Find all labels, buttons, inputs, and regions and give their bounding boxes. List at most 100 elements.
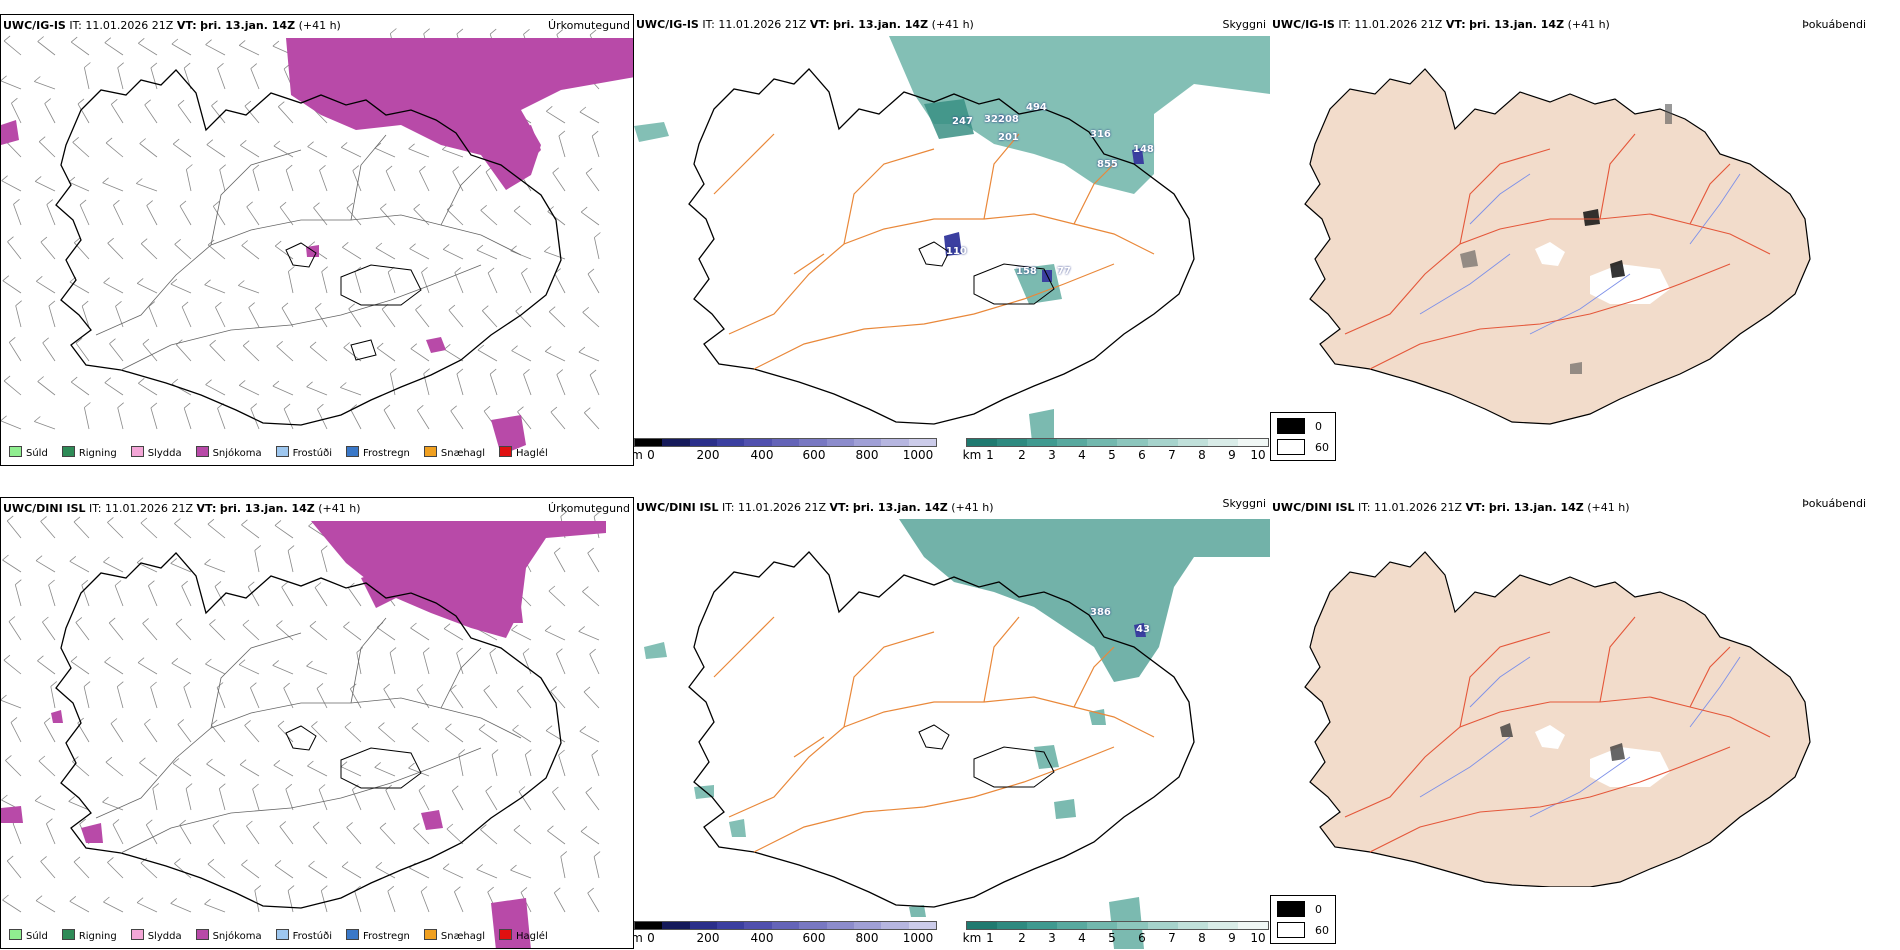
wind-barb xyxy=(442,149,464,158)
legend-item: Frostregn xyxy=(346,929,410,942)
wind-barb xyxy=(381,308,396,328)
wind-barb-flag xyxy=(144,99,151,106)
wind-barb-flag xyxy=(552,167,559,174)
panel-title: Skyggni xyxy=(1222,497,1266,510)
wind-barb xyxy=(181,585,192,607)
wind-barb xyxy=(594,237,600,260)
wind-barb-flag xyxy=(277,720,285,727)
wind-barb-flag xyxy=(560,851,568,857)
wind-barb xyxy=(84,67,90,90)
wind-barb xyxy=(215,307,226,328)
wind-barb-flag xyxy=(411,722,419,729)
wind-barb-flag xyxy=(246,201,253,208)
wind-barb-flag xyxy=(242,619,250,626)
fog-index-map xyxy=(1304,551,1811,887)
wind-barb xyxy=(272,385,294,396)
wind-barb xyxy=(183,687,192,709)
wind-barb-flag xyxy=(1,794,8,801)
wind-barb xyxy=(554,273,566,294)
panel-title: Úrkomutegund xyxy=(548,502,630,515)
wind-barb xyxy=(43,722,56,743)
wind-barb xyxy=(483,690,498,709)
wind-barb xyxy=(443,628,464,641)
wind-barb xyxy=(306,386,328,396)
wind-barb-flag xyxy=(545,725,553,732)
wind-barb-flag xyxy=(423,368,430,375)
very-low-visibility-spot xyxy=(1134,623,1146,637)
wind-barb xyxy=(480,210,498,226)
wind-barb-flag xyxy=(171,657,179,664)
wind-barb-flag xyxy=(40,516,47,522)
wind-barb-flag xyxy=(578,626,585,632)
wind-barb-flag xyxy=(214,581,222,587)
wind-barb-flag xyxy=(46,199,54,205)
wind-barb xyxy=(343,626,362,641)
colorbar-km-bar xyxy=(966,921,1269,930)
rivers xyxy=(1419,656,1741,818)
wind-barb xyxy=(415,309,430,328)
legend-item: Súld xyxy=(9,929,48,942)
wind-barb-flag xyxy=(307,760,314,767)
wind-barb xyxy=(422,652,430,675)
wind-barb-flag xyxy=(38,755,46,762)
wind-barb-flag xyxy=(34,795,42,802)
wind-barb-flag xyxy=(136,178,143,184)
wind-barb xyxy=(73,521,90,539)
wind-barb xyxy=(105,142,124,158)
visibility-panel-row1: UWC/IG-IS IT: 11.01.2026 21Z VT: þri. 13… xyxy=(634,14,1270,466)
wind-barb-flag xyxy=(582,306,589,313)
wind-barb xyxy=(454,272,464,294)
visibility-map xyxy=(634,36,1270,442)
wind-barb xyxy=(319,170,328,192)
wind-barb-flag xyxy=(244,100,252,107)
wind-barb-flag xyxy=(321,266,328,273)
wind-barb-flag xyxy=(75,617,83,623)
wind-barb-flag xyxy=(172,138,180,145)
legend-swatch-freezing-rain xyxy=(346,446,359,457)
wind-barb xyxy=(102,182,124,192)
wind-barb-flag xyxy=(273,759,281,766)
wind-barb xyxy=(212,206,226,226)
snow-area xyxy=(1,120,19,145)
wind-barb xyxy=(34,800,56,811)
wind-barb-flag xyxy=(456,28,464,35)
wind-barb-flag xyxy=(148,580,155,587)
wind-barb xyxy=(385,789,396,811)
wind-barb xyxy=(206,763,226,777)
wind-barb xyxy=(585,792,600,811)
wind-barb xyxy=(375,247,396,260)
wind-barb-flag xyxy=(556,369,564,375)
wind-barb xyxy=(511,350,532,362)
colorbar-tick: 400 xyxy=(750,448,774,462)
wind-barb xyxy=(138,42,158,56)
wind-barb-flag xyxy=(442,244,450,250)
wind-barb-flag xyxy=(70,656,78,662)
wind-barb-flag xyxy=(3,375,11,382)
visibility-value: 43 xyxy=(1136,624,1150,635)
colorbar-tick: 5 xyxy=(1108,448,1116,462)
wind-barb xyxy=(348,308,362,328)
wind-barb xyxy=(2,899,22,913)
glacier-outline xyxy=(285,725,422,789)
wind-barb xyxy=(241,864,260,879)
wind-barb-flag xyxy=(170,898,177,904)
colorbar-tick: 3 xyxy=(1048,448,1056,462)
wind-barb xyxy=(420,891,430,913)
wind-barb xyxy=(579,730,600,743)
legend-item: Frostúði xyxy=(275,929,332,942)
wind-barb xyxy=(14,584,22,607)
wind-barb-flag xyxy=(272,660,279,666)
wind-barb-flag xyxy=(219,164,226,171)
wind-barb-flag xyxy=(554,547,561,554)
wind-barb-flag xyxy=(174,858,181,864)
wind-barb-flag xyxy=(241,519,248,526)
wind-barb xyxy=(320,890,328,913)
wind-barb xyxy=(375,866,396,879)
wind-barb-flag xyxy=(113,199,120,206)
wind-barb xyxy=(254,550,260,573)
wind-barb-flag xyxy=(274,860,282,866)
wind-barb xyxy=(350,409,362,430)
wind-barb xyxy=(456,373,464,396)
wind-barb xyxy=(179,824,192,845)
wind-barb-flag xyxy=(77,98,85,105)
